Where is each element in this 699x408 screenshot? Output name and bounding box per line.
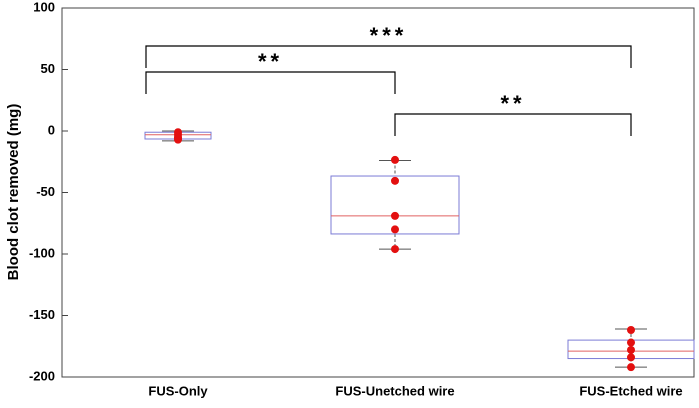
significance-bracket	[145, 45, 632, 68]
significance-label: **	[500, 91, 525, 116]
y-axis-label: Blood clot removed (mg)	[5, 104, 22, 281]
significance-label: **	[258, 49, 283, 74]
y-tick-label: -50	[36, 184, 55, 199]
significance-label: ***	[370, 23, 408, 48]
y-tick-label: -200	[29, 368, 55, 383]
y-tick-label: -100	[29, 245, 55, 260]
data-point	[627, 326, 635, 335]
data-point	[627, 345, 635, 354]
x-tick-label: FUS-Only	[148, 383, 208, 398]
data-point	[174, 135, 182, 144]
x-tick-label: FUS-Unetched wire	[335, 383, 454, 398]
data-point	[391, 211, 399, 220]
y-tick-label: 50	[41, 61, 55, 76]
plot-frame	[61, 7, 695, 378]
data-point	[627, 363, 635, 372]
data-point	[627, 353, 635, 362]
data-point	[627, 338, 635, 347]
data-point	[391, 155, 399, 164]
y-tick-label: -150	[29, 307, 55, 322]
data-point	[391, 245, 399, 254]
box	[330, 175, 460, 235]
x-tick-label: FUS-Etched wire	[579, 383, 682, 398]
y-tick-label: 100	[33, 0, 55, 14]
data-point	[391, 176, 399, 185]
y-tick-label: 0	[48, 122, 55, 137]
significance-bracket	[394, 113, 632, 136]
significance-bracket	[145, 71, 396, 94]
data-point	[391, 225, 399, 234]
